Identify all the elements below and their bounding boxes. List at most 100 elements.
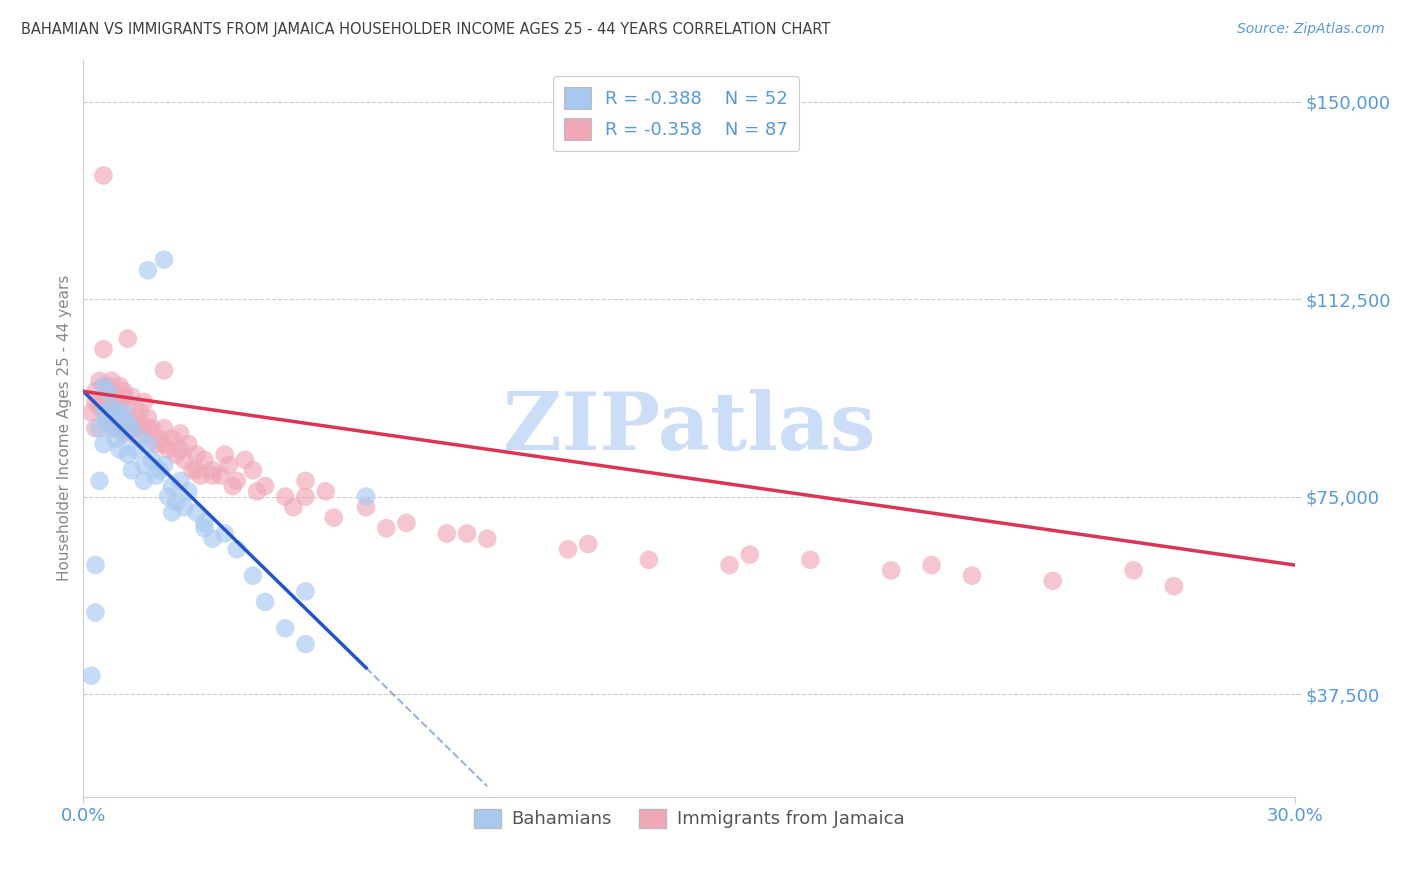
Point — [880, 563, 903, 577]
Point — [181, 463, 204, 477]
Point — [125, 421, 148, 435]
Point — [274, 490, 297, 504]
Point — [121, 463, 143, 477]
Point — [375, 521, 398, 535]
Point — [96, 384, 118, 399]
Point — [104, 421, 127, 435]
Point — [354, 490, 377, 504]
Point — [136, 437, 159, 451]
Point — [125, 442, 148, 457]
Point — [160, 479, 183, 493]
Point — [132, 426, 155, 441]
Point — [254, 595, 277, 609]
Point — [254, 479, 277, 493]
Point — [160, 432, 183, 446]
Point — [121, 421, 143, 435]
Point — [132, 458, 155, 472]
Text: Source: ZipAtlas.com: Source: ZipAtlas.com — [1237, 22, 1385, 37]
Point — [145, 468, 167, 483]
Point — [177, 484, 200, 499]
Point — [153, 437, 176, 451]
Point — [201, 468, 224, 483]
Point — [153, 252, 176, 267]
Point — [93, 405, 115, 419]
Point — [93, 395, 115, 409]
Point — [193, 521, 215, 535]
Point — [218, 458, 240, 472]
Point — [246, 484, 269, 499]
Point — [160, 505, 183, 519]
Point — [104, 432, 127, 446]
Point — [145, 437, 167, 451]
Point — [190, 468, 212, 483]
Point — [921, 558, 943, 573]
Point — [84, 384, 107, 399]
Point — [738, 548, 761, 562]
Point — [186, 448, 208, 462]
Point — [395, 516, 418, 530]
Point — [222, 479, 245, 493]
Point — [242, 463, 264, 477]
Point — [84, 606, 107, 620]
Point — [173, 500, 195, 515]
Point — [214, 526, 236, 541]
Point — [132, 474, 155, 488]
Point — [294, 474, 316, 488]
Text: BAHAMIAN VS IMMIGRANTS FROM JAMAICA HOUSEHOLDER INCOME AGES 25 - 44 YEARS CORREL: BAHAMIAN VS IMMIGRANTS FROM JAMAICA HOUS… — [21, 22, 831, 37]
Point — [96, 416, 118, 430]
Point — [242, 568, 264, 582]
Point — [96, 390, 118, 404]
Point — [294, 490, 316, 504]
Point — [225, 542, 247, 557]
Point — [93, 169, 115, 183]
Point — [294, 637, 316, 651]
Point — [121, 390, 143, 404]
Point — [80, 668, 103, 682]
Point — [108, 410, 131, 425]
Point — [117, 426, 139, 441]
Point — [136, 263, 159, 277]
Point — [141, 421, 163, 435]
Point — [576, 537, 599, 551]
Point — [96, 410, 118, 425]
Point — [112, 405, 135, 419]
Point — [93, 437, 115, 451]
Point — [93, 342, 115, 356]
Point — [201, 532, 224, 546]
Point — [209, 468, 232, 483]
Point — [186, 463, 208, 477]
Point — [1042, 574, 1064, 588]
Point — [165, 495, 187, 509]
Point — [153, 458, 176, 472]
Point — [436, 526, 458, 541]
Point — [112, 390, 135, 404]
Point — [132, 395, 155, 409]
Point — [153, 363, 176, 377]
Point — [193, 452, 215, 467]
Point — [1163, 579, 1185, 593]
Point — [136, 410, 159, 425]
Legend: Bahamians, Immigrants from Jamaica: Bahamians, Immigrants from Jamaica — [467, 802, 912, 836]
Point — [84, 558, 107, 573]
Point — [108, 442, 131, 457]
Point — [149, 432, 172, 446]
Point — [283, 500, 305, 515]
Point — [354, 500, 377, 515]
Point — [136, 421, 159, 435]
Point — [89, 400, 111, 414]
Point — [1122, 563, 1144, 577]
Point — [214, 448, 236, 462]
Point — [315, 484, 337, 499]
Point — [112, 384, 135, 399]
Point — [141, 452, 163, 467]
Point — [165, 448, 187, 462]
Point — [112, 421, 135, 435]
Point — [157, 442, 180, 457]
Point — [128, 405, 150, 419]
Point — [117, 416, 139, 430]
Point — [104, 395, 127, 409]
Point — [169, 442, 191, 457]
Point — [117, 332, 139, 346]
Point — [177, 437, 200, 451]
Point — [169, 474, 191, 488]
